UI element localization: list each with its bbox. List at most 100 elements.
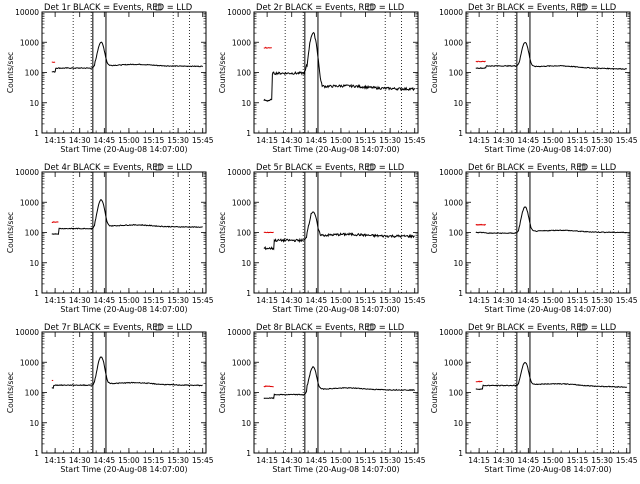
- y-tick-label: 100: [237, 69, 252, 78]
- x-tick-label: 14:45: [94, 136, 116, 145]
- y-tick-label: 100: [25, 229, 40, 238]
- panel-title: Det 5r BLACK = Events, RED = LLD: [256, 162, 404, 172]
- y-tick-label: 100: [25, 69, 40, 78]
- panel-1: Det 1r BLACK = Events, RED = LLD11010010…: [6, 2, 214, 154]
- y-tick-label: 100: [449, 389, 464, 398]
- x-tick-label: 15:45: [192, 456, 214, 465]
- y-axis-label: Counts/sec: [218, 52, 227, 93]
- x-tick-label: 14:30: [493, 136, 515, 145]
- panel-title: Det 2r BLACK = Events, RED = LLD: [256, 2, 404, 12]
- plot-frame: [466, 332, 630, 453]
- events-series-line: [476, 207, 627, 234]
- x-tick-label: 14:15: [468, 296, 490, 305]
- y-axis-label: Counts/sec: [430, 372, 439, 413]
- x-tick-label: 15:00: [118, 136, 140, 145]
- y-tick-label: 1: [34, 129, 39, 138]
- x-tick-label: 14:30: [69, 296, 91, 305]
- x-tick-label: 15:30: [167, 456, 189, 465]
- y-tick-label: 1000: [444, 358, 463, 367]
- y-tick-label: 10: [241, 259, 251, 268]
- x-tick-label: 14:45: [306, 136, 328, 145]
- panel-3: Det 3r BLACK = Events, RED = LLD11010010…: [430, 2, 638, 154]
- panel-title: Det 4r BLACK = Events, RED = LLD: [44, 162, 192, 172]
- y-axis-label: Counts/sec: [6, 52, 15, 93]
- x-tick-label: 15:30: [167, 296, 189, 305]
- x-tick-label: 14:30: [281, 136, 303, 145]
- x-tick-label: 15:45: [192, 136, 214, 145]
- y-tick-label: 1: [34, 449, 39, 458]
- x-axis-label: Start Time (20-Aug-08 14:07:00): [272, 305, 399, 314]
- y-axis-label: Counts/sec: [430, 52, 439, 93]
- y-tick-label: 1000: [20, 198, 39, 207]
- y-tick-label: 1: [246, 289, 251, 298]
- y-tick-label: 10000: [227, 328, 251, 337]
- y-tick-label: 100: [237, 389, 252, 398]
- x-tick-label: 14:45: [518, 456, 540, 465]
- panel-2: Det 2r BLACK = Events, RED = LLD11010010…: [218, 2, 426, 154]
- y-tick-label: 10: [29, 259, 39, 268]
- plot-frame: [254, 332, 418, 453]
- y-tick-label: 1: [34, 289, 39, 298]
- x-tick-label: 14:15: [256, 296, 278, 305]
- y-tick-label: 1: [458, 449, 463, 458]
- events-series-line: [264, 33, 415, 102]
- x-tick-label: 14:15: [256, 136, 278, 145]
- y-tick-label: 10000: [439, 8, 463, 17]
- y-tick-label: 1000: [232, 38, 251, 47]
- panel-title: Det 7r BLACK = Events, RED = LLD: [44, 322, 192, 332]
- x-tick-label: 15:30: [591, 456, 613, 465]
- x-tick-label: 14:15: [44, 456, 66, 465]
- x-axis-label: Start Time (20-Aug-08 14:07:00): [60, 465, 187, 474]
- x-tick-label: 15:15: [567, 456, 589, 465]
- y-tick-label: 10: [29, 99, 39, 108]
- x-axis-label: Start Time (20-Aug-08 14:07:00): [484, 305, 611, 314]
- x-tick-label: 15:45: [616, 456, 638, 465]
- y-tick-label: 10000: [15, 328, 39, 337]
- x-tick-label: 15:45: [616, 296, 638, 305]
- lld-series-line: [476, 61, 486, 62]
- lld-series-line: [52, 222, 59, 223]
- panel-6: Det 6r BLACK = Events, RED = LLD11010010…: [430, 162, 638, 314]
- panel-5: Det 5r BLACK = Events, RED = LLD 1 10 100 10…: [218, 162, 426, 314]
- x-tick-label: 15:15: [355, 296, 377, 305]
- x-tick-label: 15:45: [404, 136, 426, 145]
- x-tick-label: 14:30: [69, 456, 91, 465]
- y-tick-label: 10: [241, 419, 251, 428]
- y-axis-label: Counts/sec: [218, 212, 227, 253]
- x-tick-label: 15:15: [355, 456, 377, 465]
- panel-title: Det 8r BLACK = Events, RED = LLD: [256, 322, 404, 332]
- x-axis-label: Start Time (20-Aug-08 14:07:00): [60, 145, 187, 154]
- y-tick-label: 10000: [227, 168, 251, 177]
- x-tick-label: 14:30: [281, 296, 303, 305]
- plot-frame: [466, 12, 630, 133]
- x-tick-label: 15:00: [330, 456, 352, 465]
- x-tick-label: 14:15: [468, 136, 490, 145]
- x-axis-label: Start Time (20-Aug-08 14:07:00): [272, 465, 399, 474]
- y-tick-label: 10000: [227, 8, 251, 17]
- y-tick-label: 10: [29, 419, 39, 428]
- y-tick-label: 1: [458, 289, 463, 298]
- x-axis-label: Start Time (20-Aug-08 14:07:00): [484, 465, 611, 474]
- y-axis-label: Counts/sec: [6, 212, 15, 253]
- y-tick-label: 10: [453, 419, 463, 428]
- x-tick-label: 15:30: [591, 296, 613, 305]
- plot-frame: [254, 172, 418, 293]
- x-tick-label: 14:30: [69, 136, 91, 145]
- y-tick-label: 10: [241, 99, 251, 108]
- y-tick-label: 10000: [439, 328, 463, 337]
- y-tick-label: 1000: [232, 358, 251, 367]
- y-tick-label: 100: [237, 229, 252, 238]
- x-tick-label: 15:45: [404, 456, 426, 465]
- x-tick-label: 15:00: [118, 296, 140, 305]
- x-tick-label: 15:15: [567, 136, 589, 145]
- events-series-line: [52, 42, 203, 72]
- lld-series-line: [476, 224, 486, 225]
- x-tick-label: 14:45: [306, 456, 328, 465]
- x-tick-label: 14:15: [44, 136, 66, 145]
- events-series-line: [52, 200, 203, 235]
- x-tick-label: 14:45: [94, 456, 116, 465]
- x-tick-label: 14:15: [468, 456, 490, 465]
- y-axis-label: Counts/sec: [430, 212, 439, 253]
